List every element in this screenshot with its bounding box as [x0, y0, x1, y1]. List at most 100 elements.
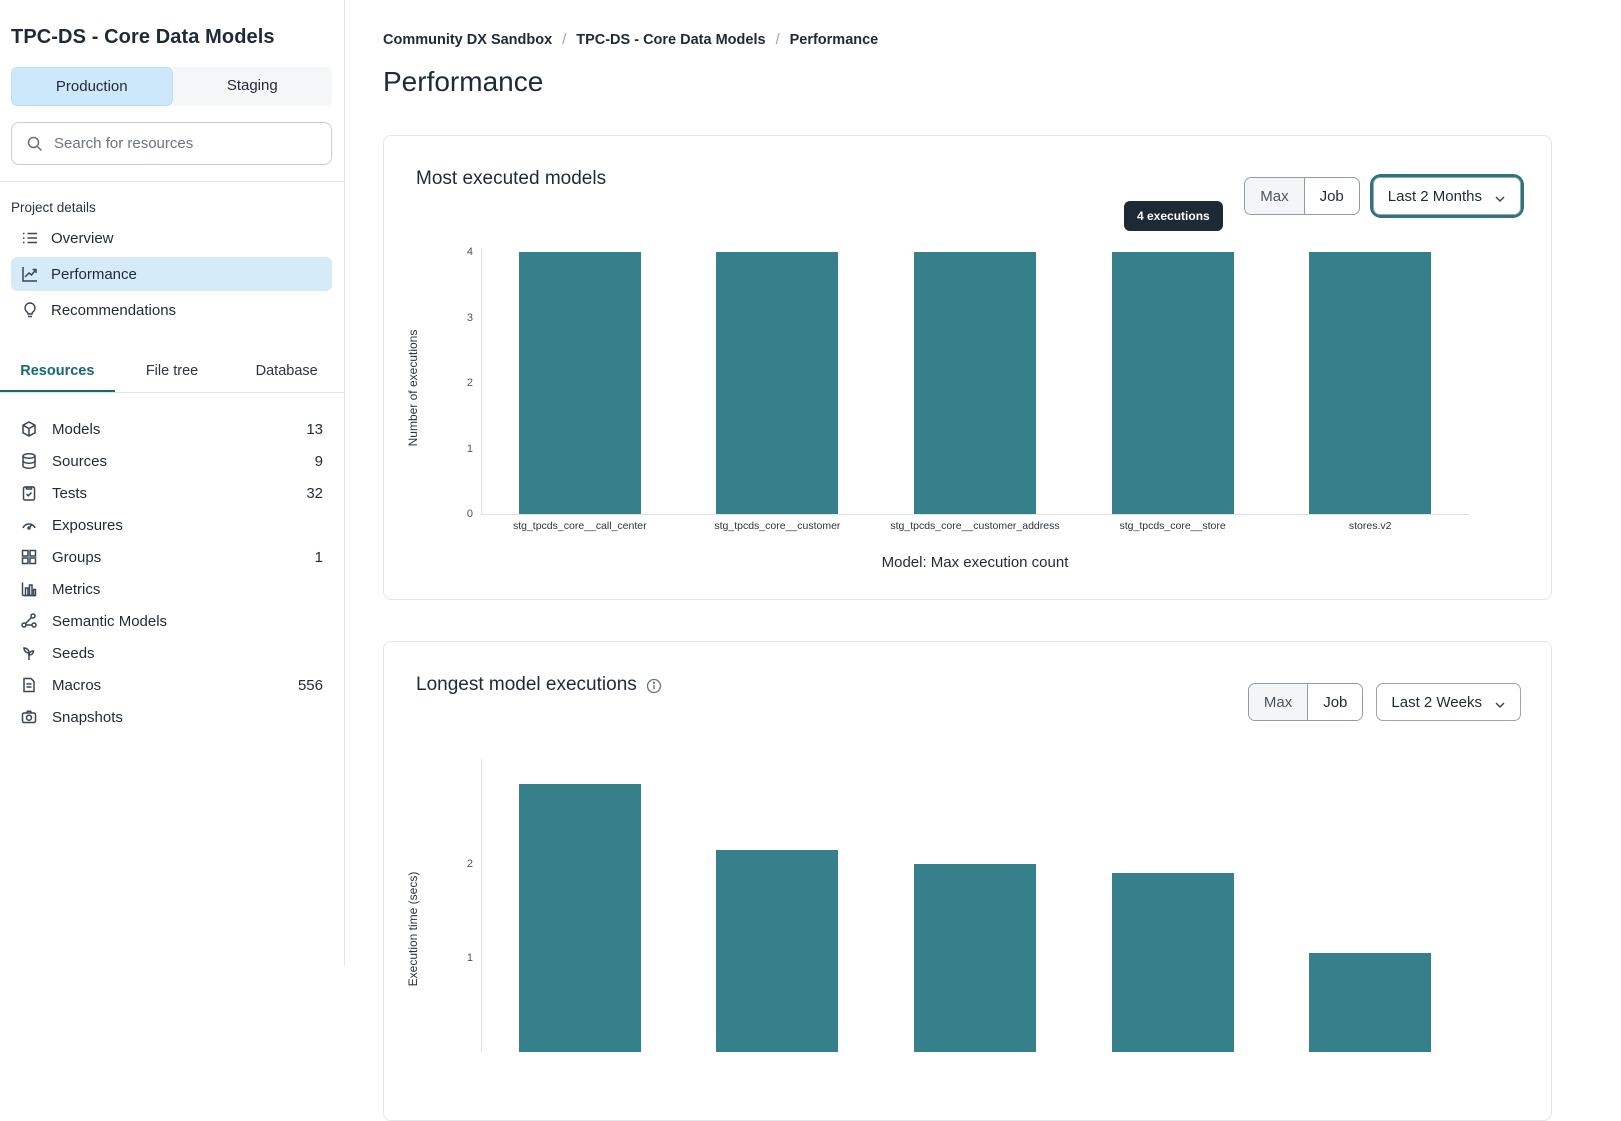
tab-staging[interactable]: Staging — [172, 67, 332, 106]
resource-label: Exposures — [52, 516, 123, 534]
sidebar: TPC-DS - Core Data Models Production Sta… — [0, 0, 345, 966]
y-tick-label: 2 — [466, 858, 473, 870]
resource-label: Macros — [52, 676, 102, 694]
job-button[interactable]: Job — [1308, 684, 1363, 720]
search-icon — [26, 135, 44, 153]
chart-title: Most executed models — [416, 168, 607, 189]
camera-icon — [20, 708, 38, 726]
chart-tooltip: 4 executions — [1124, 201, 1223, 231]
tab-file-tree[interactable]: File tree — [145, 363, 199, 379]
resource-item-models[interactable]: Models 13 — [11, 413, 332, 445]
resource-item-macros[interactable]: Macros 556 — [11, 669, 332, 701]
file-icon — [20, 676, 38, 694]
bar[interactable] — [1309, 953, 1432, 1052]
page-title: Performance — [383, 66, 544, 97]
x-tick-label: stg_tpcds_core__customer_address — [890, 520, 1060, 532]
resource-count: 556 — [297, 676, 323, 694]
seed-icon — [20, 644, 38, 662]
breadcrumb: Community DX Sandbox / TPC-DS - Core Dat… — [383, 32, 1621, 48]
bar[interactable] — [518, 252, 641, 514]
bar[interactable] — [716, 849, 839, 1052]
gauge-icon — [20, 516, 38, 534]
resource-label: Groups — [52, 548, 102, 566]
bar[interactable] — [914, 252, 1036, 514]
info-icon[interactable] — [646, 677, 662, 694]
y-tick-label: 1 — [466, 442, 473, 455]
max-button[interactable]: Max — [1248, 684, 1309, 720]
chart-title-text: Longest model executions — [416, 674, 637, 695]
list-icon — [21, 229, 39, 247]
tab-production[interactable]: Production — [11, 67, 173, 106]
breadcrumb-current: Performance — [789, 32, 879, 48]
database-icon — [20, 452, 38, 470]
resource-label: Semantic Models — [52, 612, 168, 630]
resource-item-tests[interactable]: Tests 32 — [11, 477, 332, 509]
bar[interactable] — [914, 864, 1036, 1052]
max-job-toggle: Max Job — [1247, 683, 1364, 721]
resource-item-metrics[interactable]: Metrics — [11, 573, 332, 605]
date-range-dropdown[interactable]: Last 2 Weeks — [1376, 683, 1521, 721]
date-range-focus-ring: Last 2 Weeks — [1373, 680, 1524, 724]
cube-icon — [20, 420, 38, 438]
y-axis-title: Number of executions — [406, 329, 420, 447]
sidebar-divider — [0, 181, 344, 182]
search-input[interactable] — [54, 135, 317, 152]
date-range-value: Last 2 Weeks — [1391, 693, 1482, 711]
bar[interactable] — [1309, 252, 1432, 514]
sidebar-item-recommendations[interactable]: Recommendations — [11, 293, 332, 327]
chevron-down-icon — [1494, 696, 1506, 709]
bar[interactable] — [1111, 252, 1234, 514]
sidebar-item-label: Overview — [51, 229, 114, 247]
resource-tabs: Resources File tree Database — [0, 353, 344, 393]
project-title: TPC-DS - Core Data Models — [11, 26, 275, 48]
resource-label: Tests — [52, 484, 88, 502]
sidebar-item-label: Recommendations — [51, 301, 177, 319]
y-axis-line — [481, 248, 482, 514]
chevron-down-icon — [1494, 190, 1506, 203]
sidebar-item-label: Performance — [51, 265, 137, 283]
project-details-label: Project details — [11, 200, 96, 215]
job-button[interactable]: Job — [1304, 178, 1359, 214]
x-tick-label: stg_tpcds_core__customer — [714, 520, 841, 532]
tab-database[interactable]: Database — [255, 363, 318, 379]
breadcrumb-link-sandbox[interactable]: Community DX Sandbox — [383, 32, 553, 48]
y-tick-label: 4 — [466, 246, 473, 258]
resource-label: Seeds — [52, 644, 95, 662]
resource-item-exposures[interactable]: Exposures — [11, 509, 332, 541]
resource-label: Snapshots — [52, 708, 123, 726]
x-tick-label: stores.v2 — [1348, 520, 1392, 532]
grid-icon — [20, 548, 38, 566]
chart-title: Longest model executions — [416, 674, 662, 696]
x-axis-title: Model: Max execution count — [881, 554, 1069, 571]
resource-item-seeds[interactable]: Seeds — [11, 637, 332, 669]
resource-label: Models — [52, 420, 101, 438]
date-range-value: Last 2 Months — [1387, 187, 1482, 205]
tab-resources[interactable]: Resources — [0, 353, 115, 392]
resource-item-sources[interactable]: Sources 9 — [11, 445, 332, 477]
resource-count: 32 — [306, 484, 323, 502]
y-tick-label: 0 — [466, 508, 473, 520]
search-box[interactable] — [11, 122, 332, 165]
breadcrumb-separator: / — [775, 32, 780, 48]
max-button[interactable]: Max — [1245, 178, 1305, 214]
x-axis-line — [481, 514, 1469, 515]
date-range-focus-ring: Last 2 Months — [1369, 174, 1524, 218]
y-tick-label: 3 — [466, 311, 473, 324]
resource-item-snapshots[interactable]: Snapshots — [11, 701, 332, 733]
chart-controls: Max Job Last 2 Months — [1244, 174, 1524, 218]
resource-item-groups[interactable]: Groups 1 — [11, 541, 332, 573]
longest-model-executions-card: Longest model executions Max Job Last 2 … — [383, 641, 1552, 1121]
sidebar-item-performance[interactable]: Performance — [11, 257, 332, 291]
main-content: Community DX Sandbox / TPC-DS - Core Dat… — [345, 0, 1621, 1121]
bar[interactable] — [716, 252, 839, 514]
resource-item-semantic-models[interactable]: Semantic Models — [11, 605, 332, 637]
x-tick-label: stg_tpcds_core__store — [1119, 520, 1226, 532]
breadcrumb-link-project[interactable]: TPC-DS - Core Data Models — [576, 32, 766, 48]
date-range-dropdown[interactable]: Last 2 Months — [1372, 177, 1521, 215]
bar[interactable] — [1111, 873, 1234, 1052]
share-graph-icon — [20, 612, 38, 630]
sidebar-item-overview[interactable]: Overview — [11, 221, 332, 255]
breadcrumb-separator: / — [562, 32, 567, 48]
lightbulb-icon — [21, 301, 39, 319]
bar[interactable] — [518, 784, 641, 1052]
